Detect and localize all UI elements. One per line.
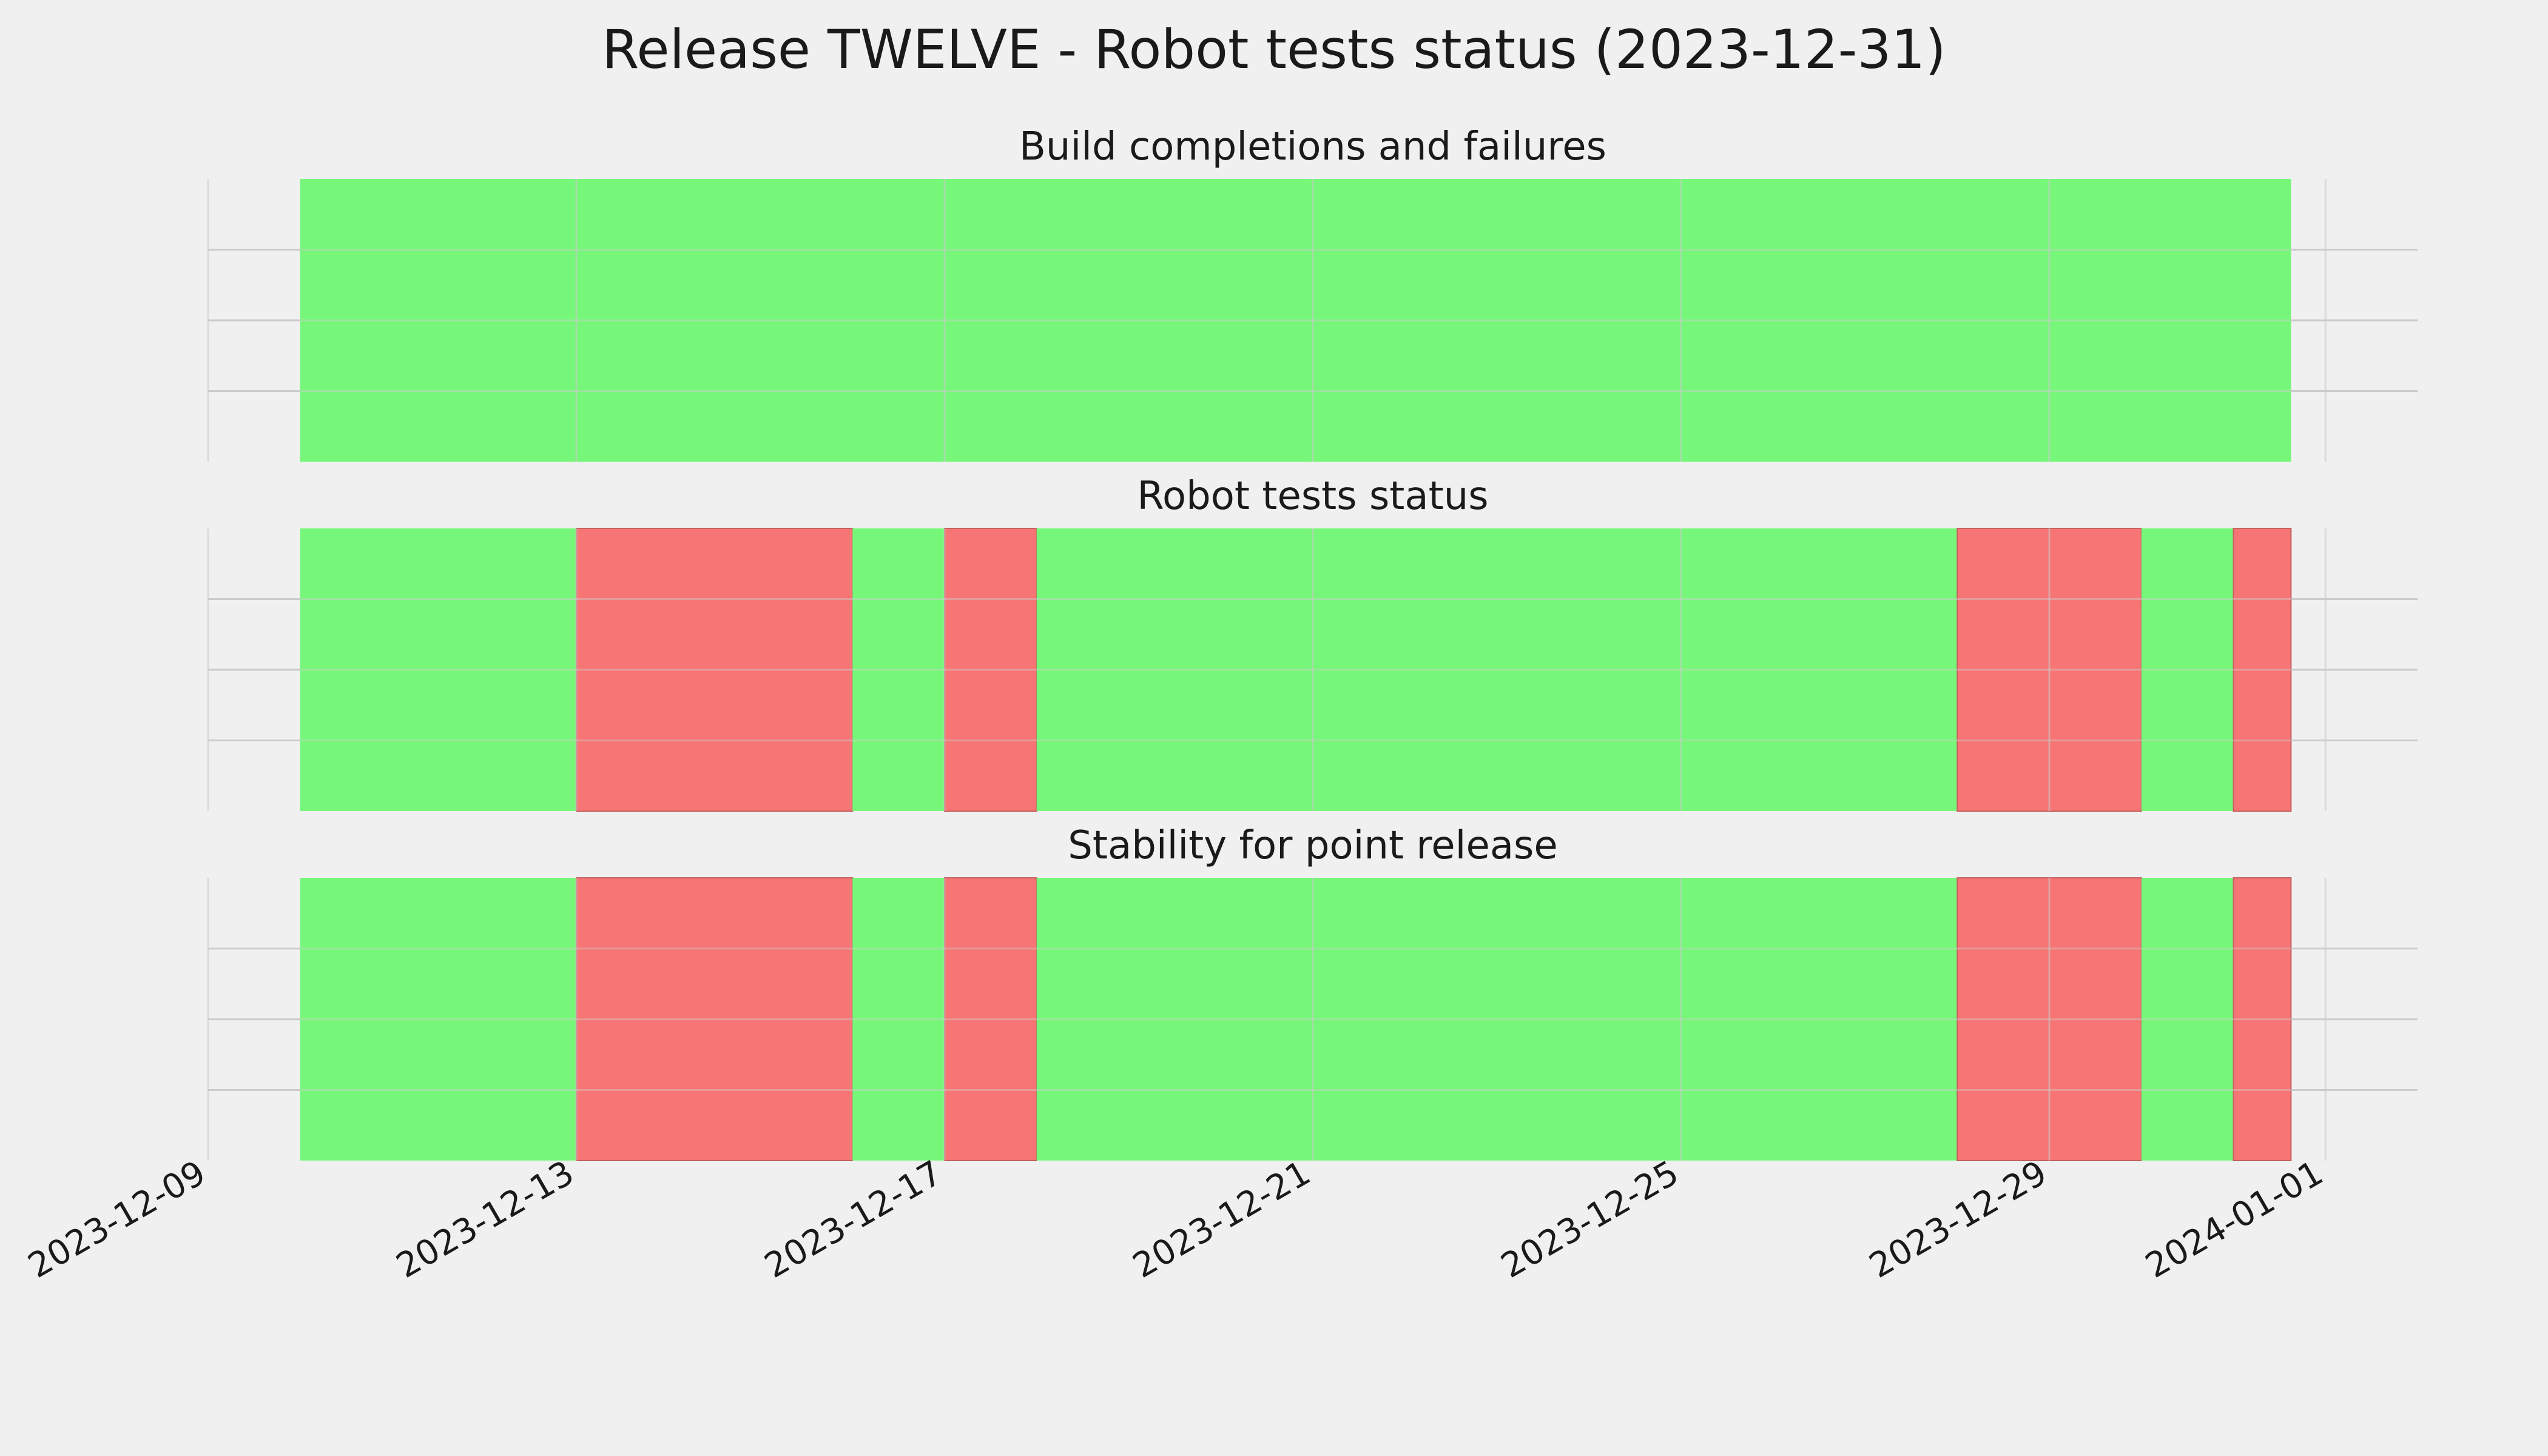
status-segment-pass: [300, 179, 2291, 462]
panel-2: Robot tests status: [207, 474, 2418, 812]
status-segments: [300, 179, 2291, 462]
status-segment-pass: [300, 878, 576, 1161]
status-segment-pass: [852, 528, 945, 811]
x-grid: [207, 878, 2418, 1161]
status-segment-fail: [576, 877, 854, 1161]
x-grid: [207, 179, 2418, 462]
status-segment-fail: [2233, 877, 2292, 1161]
status-segment-fail: [944, 877, 1037, 1161]
panel-title: Build completions and failures: [1019, 124, 1606, 169]
status-segment-pass: [2141, 528, 2234, 811]
x-grid: [207, 528, 2418, 811]
status-segment-fail: [944, 528, 1037, 812]
status-segments: [300, 877, 2292, 1161]
status-segment-fail: [2233, 528, 2292, 812]
panel-1: Build completions and failures: [207, 124, 2418, 462]
status-segment-pass: [852, 878, 945, 1161]
status-segment-pass: [300, 528, 576, 811]
status-segment-pass: [2141, 878, 2234, 1161]
status-segment-pass: [1036, 878, 1958, 1161]
panel-title: Stability for point release: [1068, 823, 1558, 868]
panel-3: Stability for point release: [207, 823, 2418, 1161]
chart-title: Release TWELVE - Robot tests status (202…: [602, 18, 1946, 81]
panel-title: Robot tests status: [1137, 474, 1488, 519]
panels: Build completions and failures Robot test…: [207, 124, 2418, 1161]
status-segment-pass: [1036, 528, 1958, 811]
status-segment-fail: [576, 528, 854, 812]
